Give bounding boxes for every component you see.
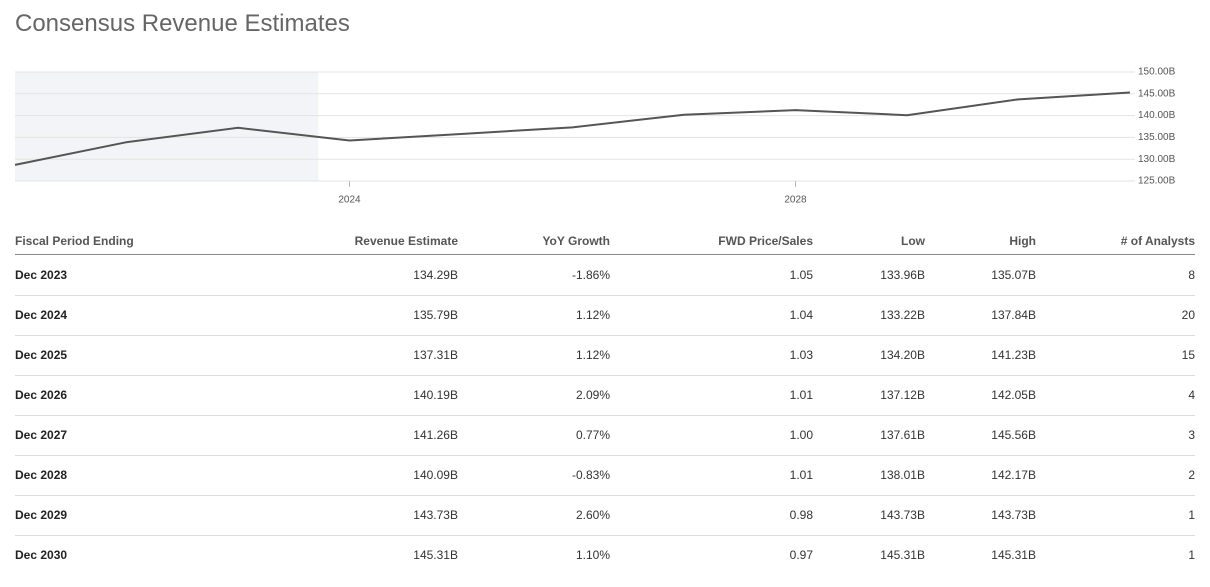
value-cell: 137.61B bbox=[880, 428, 925, 442]
value-cell: 135.79B bbox=[413, 308, 458, 322]
chart: 125.00B 130.00B 135.00B 140.00B 145.00B 150.0… bbox=[14, 67, 1176, 206]
x-tick-label: 2024 bbox=[338, 195, 361, 206]
value-cell: 1.01 bbox=[789, 468, 813, 482]
value-cell: 145.31B bbox=[991, 548, 1036, 562]
value-cell: 134.29B bbox=[413, 268, 458, 282]
value-cell: 2 bbox=[1188, 468, 1195, 482]
row-divider bbox=[15, 254, 1195, 255]
value-cell: 142.17B bbox=[991, 468, 1036, 482]
value-cell: -1.86% bbox=[571, 268, 610, 282]
y-tick-label: 145.00B bbox=[1138, 88, 1176, 99]
value-cell: 141.23B bbox=[991, 348, 1036, 362]
value-cell: 1.10% bbox=[575, 548, 610, 562]
column-header: Low bbox=[901, 234, 925, 248]
period-cell: Dec 2030 bbox=[15, 548, 68, 562]
row-divider bbox=[15, 295, 1195, 296]
value-cell: 0.98 bbox=[789, 508, 813, 522]
row-divider bbox=[15, 375, 1195, 376]
value-cell: 2.09% bbox=[575, 388, 610, 402]
value-cell: 145.56B bbox=[991, 428, 1036, 442]
value-cell: 138.01B bbox=[880, 468, 925, 482]
page-title: Consensus Revenue Estimates bbox=[15, 10, 350, 37]
value-cell: 137.31B bbox=[413, 348, 458, 362]
value-cell: 3 bbox=[1188, 428, 1195, 442]
x-tick-label: 2028 bbox=[784, 195, 807, 206]
row-divider bbox=[15, 495, 1195, 496]
column-header: # of Analysts bbox=[1120, 234, 1195, 248]
value-cell: 145.31B bbox=[880, 548, 925, 562]
y-tick-label: 150.00B bbox=[1138, 67, 1176, 78]
value-cell: 20 bbox=[1181, 308, 1195, 322]
value-cell: 0.77% bbox=[575, 428, 610, 442]
value-cell: 137.12B bbox=[880, 388, 925, 402]
revenue-line bbox=[14, 91, 1131, 166]
history-shade bbox=[15, 72, 319, 181]
period-cell: Dec 2026 bbox=[15, 388, 68, 402]
period-cell: Dec 2024 bbox=[15, 308, 68, 322]
value-cell: 142.05B bbox=[991, 388, 1036, 402]
period-cell: Dec 2025 bbox=[15, 348, 68, 362]
value-cell: 140.09B bbox=[413, 468, 458, 482]
value-cell: 1.04 bbox=[789, 308, 813, 322]
row-divider bbox=[15, 335, 1195, 336]
value-cell: 1.12% bbox=[575, 308, 610, 322]
period-cell: Dec 2028 bbox=[15, 468, 68, 482]
value-cell: 8 bbox=[1188, 268, 1195, 282]
column-header: FWD Price/Sales bbox=[718, 234, 813, 248]
row-divider bbox=[15, 455, 1195, 456]
column-header: Revenue Estimate bbox=[354, 234, 458, 248]
value-cell: 133.22B bbox=[880, 308, 925, 322]
value-cell: 1.01 bbox=[789, 388, 813, 402]
period-cell: Dec 2023 bbox=[15, 268, 68, 282]
value-cell: 145.31B bbox=[413, 548, 458, 562]
y-tick-label: 135.00B bbox=[1138, 132, 1176, 143]
y-tick-label: 140.00B bbox=[1138, 110, 1176, 121]
value-cell: 133.96B bbox=[880, 268, 925, 282]
value-cell: 1.05 bbox=[789, 268, 813, 282]
value-cell: 4 bbox=[1188, 388, 1195, 402]
y-tick-label: 125.00B bbox=[1138, 176, 1176, 187]
value-cell: 135.07B bbox=[991, 268, 1036, 282]
value-cell: 141.26B bbox=[413, 428, 458, 442]
value-cell: 143.73B bbox=[413, 508, 458, 522]
y-tick-label: 130.00B bbox=[1138, 154, 1176, 165]
value-cell: 1.12% bbox=[575, 348, 610, 362]
column-header: Fiscal Period Ending bbox=[15, 234, 134, 248]
value-cell: 1.00 bbox=[789, 428, 813, 442]
value-cell: 1 bbox=[1188, 548, 1195, 562]
row-divider bbox=[15, 415, 1195, 416]
column-header: High bbox=[1009, 234, 1036, 248]
value-cell: -0.83% bbox=[571, 468, 610, 482]
value-cell: 2.60% bbox=[575, 508, 610, 522]
column-header: YoY Growth bbox=[542, 234, 610, 248]
period-cell: Dec 2027 bbox=[15, 428, 68, 442]
value-cell: 140.19B bbox=[413, 388, 458, 402]
value-cell: 137.84B bbox=[991, 308, 1036, 322]
value-cell: 143.73B bbox=[991, 508, 1036, 522]
value-cell: 0.97 bbox=[789, 548, 813, 562]
value-cell: 134.20B bbox=[880, 348, 925, 362]
value-cell: 143.73B bbox=[880, 508, 925, 522]
value-cell: 1.03 bbox=[789, 348, 813, 362]
value-cell: 1 bbox=[1188, 508, 1195, 522]
value-cell: 15 bbox=[1181, 348, 1195, 362]
period-cell: Dec 2029 bbox=[15, 508, 68, 522]
row-divider bbox=[15, 535, 1195, 536]
